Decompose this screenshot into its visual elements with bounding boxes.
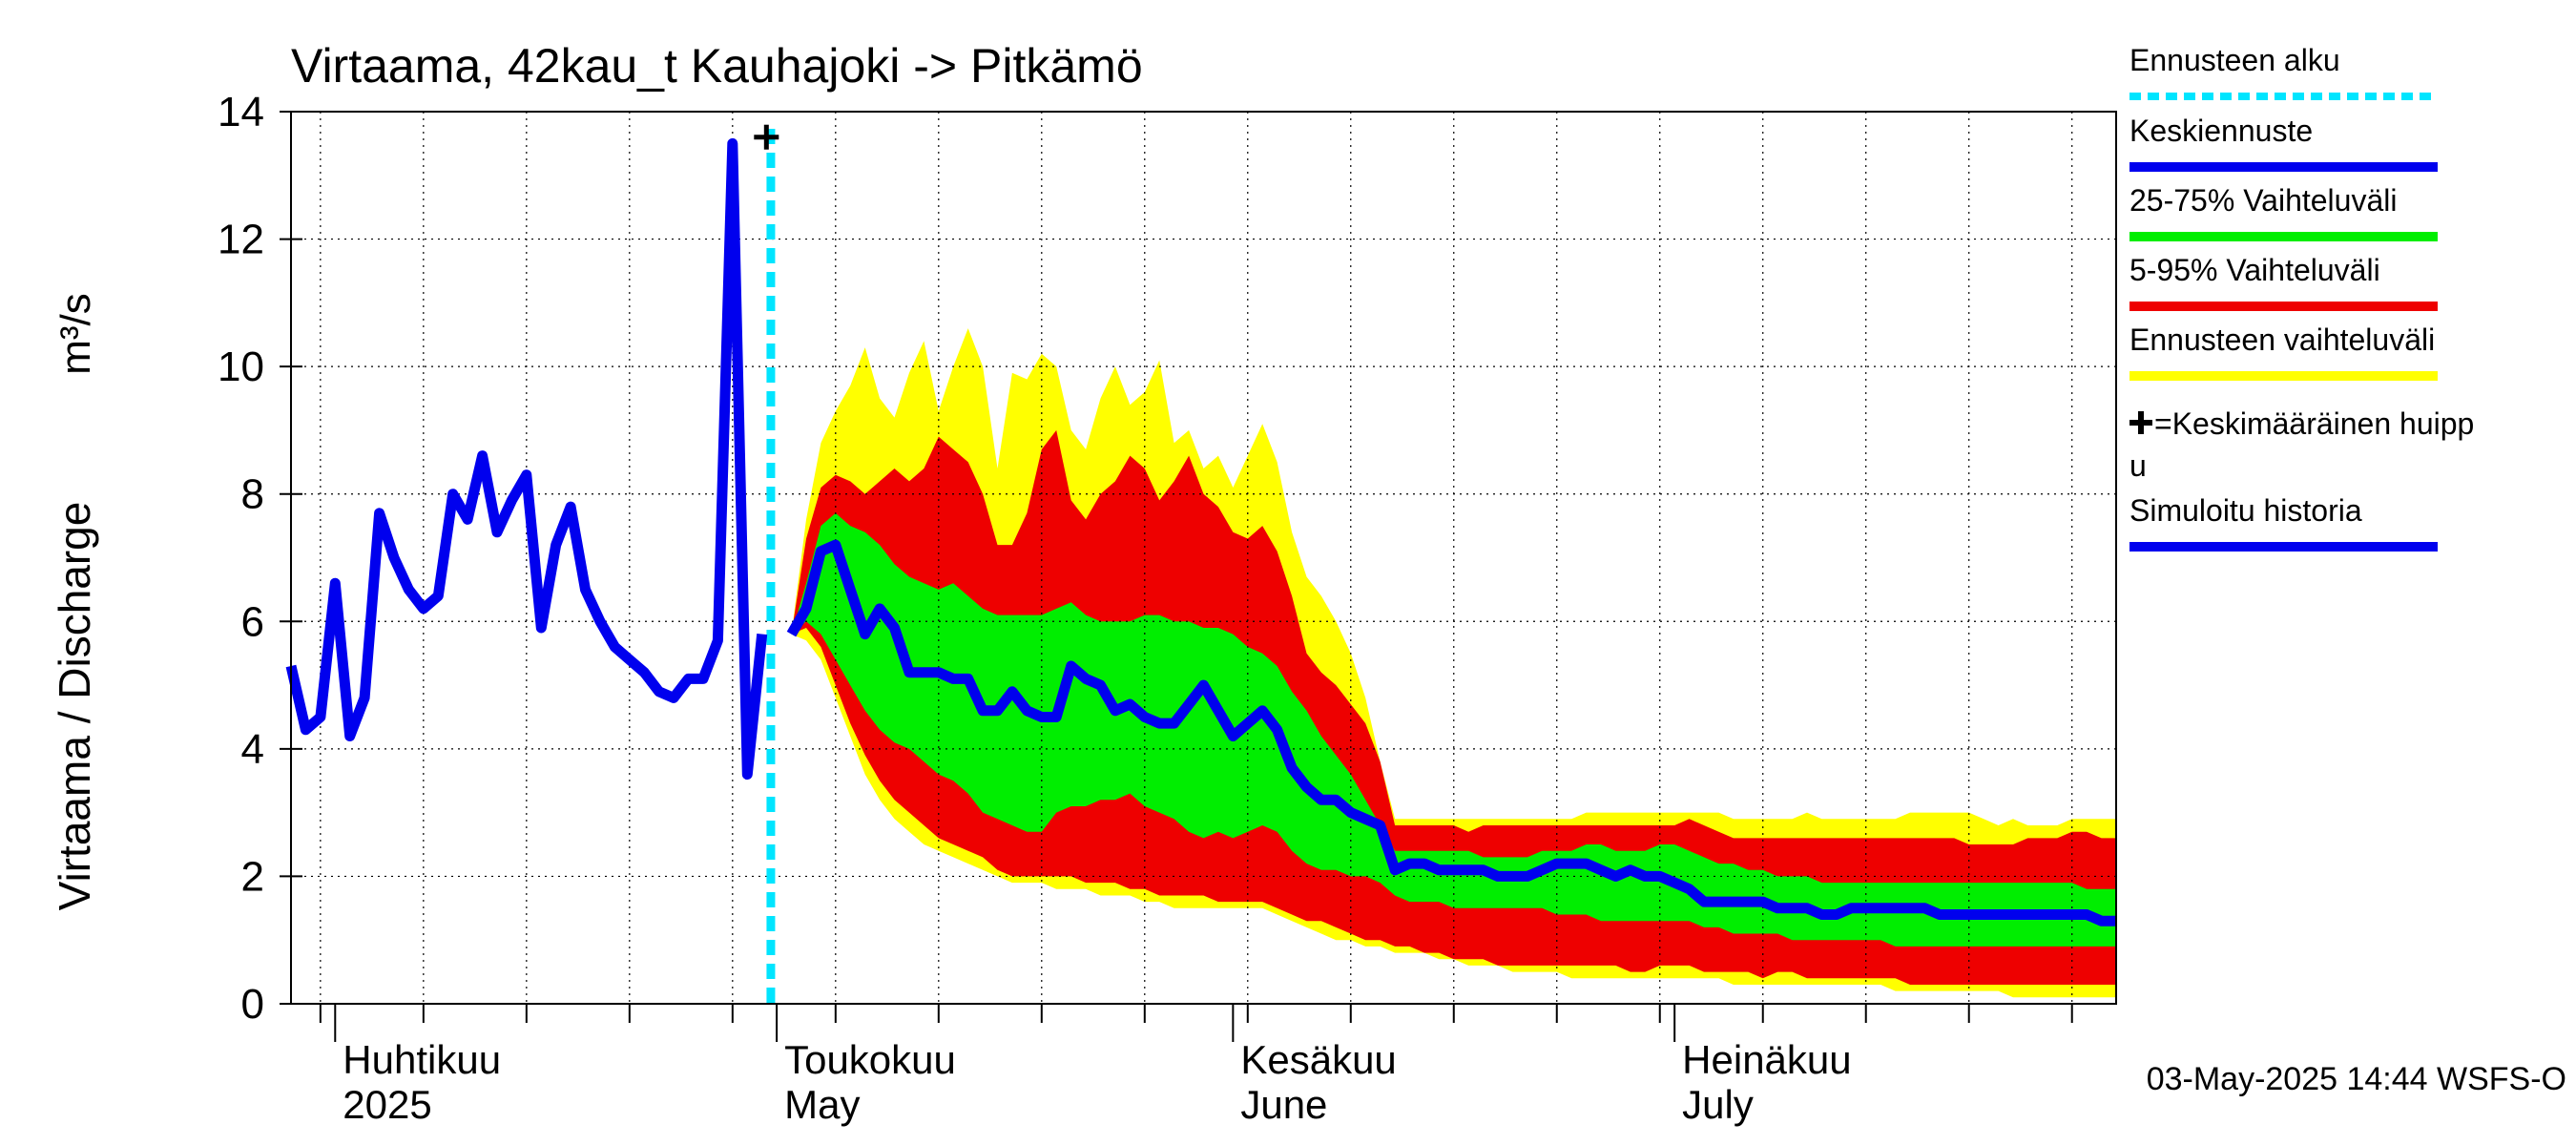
x-month-label-fi: Heinäkuu — [1682, 1037, 1851, 1082]
plot-frame — [290, 111, 2117, 1005]
mean-forecast-line — [786, 539, 2116, 926]
y-tick-label: 2 — [241, 853, 264, 900]
legend-label: 25-75% Vaihteluväli — [2129, 183, 2397, 218]
legend-label: =Keskimääräinen huipp — [2154, 406, 2474, 441]
x-month-label-en: 2025 — [343, 1082, 431, 1127]
y-tick-label: 10 — [218, 344, 264, 390]
chart-title: Virtaama, 42kau_t Kauhajoki -> Pitkämö — [291, 39, 1143, 93]
legend-label: Ennusteen alku — [2129, 43, 2340, 77]
y-tick-label: 12 — [218, 217, 264, 263]
legend-label: 5-95% Vaihteluväli — [2129, 253, 2380, 287]
p5-95-band — [791, 429, 2116, 985]
y-axis-label: Virtaama / Discharge — [50, 502, 99, 911]
legend-label: Simuloitu historia — [2129, 493, 2362, 528]
y-tick-label: 8 — [241, 471, 264, 518]
p25-75-band — [791, 512, 2116, 947]
x-month-label-en: June — [1240, 1082, 1327, 1127]
x-month-label-en: May — [784, 1082, 860, 1127]
legend-label-cont: u — [2129, 448, 2147, 483]
x-month-label-fi: Huhtikuu — [343, 1037, 501, 1082]
y-tick-label: 6 — [241, 598, 264, 645]
history-line — [285, 137, 768, 781]
legend: Ennusteen alku Keskiennuste 25-75% Vaihtel… — [2129, 43, 2474, 552]
data-lines — [285, 124, 2116, 1004]
y-tick-label: 14 — [218, 89, 264, 135]
timestamp: 03-May-2025 14:44 WSFS-O — [2147, 1061, 2566, 1097]
x-month-label-en: July — [1682, 1082, 1754, 1127]
y-tick-label: 0 — [241, 981, 264, 1028]
y-tick-label: 4 — [241, 726, 264, 773]
legend-label: Ennusteen vaihteluväli — [2129, 323, 2435, 357]
legend-label: Keskiennuste — [2129, 114, 2313, 148]
x-month-label-fi: Toukokuu — [784, 1037, 956, 1082]
x-month-label-fi: Kesäkuu — [1240, 1037, 1396, 1082]
forecast-bands — [791, 328, 2116, 998]
y-axis-unit: m³/s — [52, 293, 99, 375]
